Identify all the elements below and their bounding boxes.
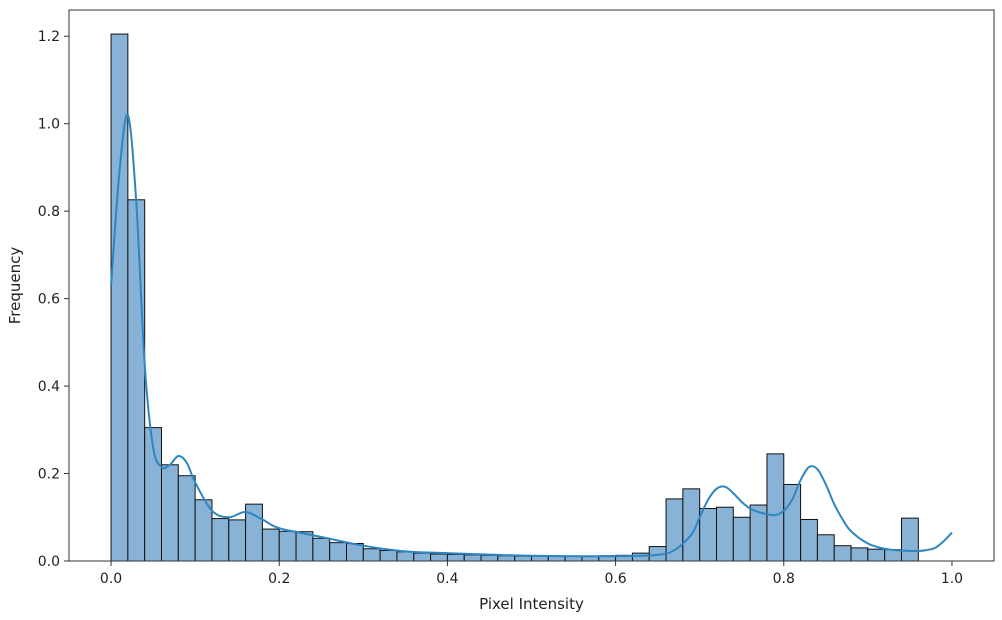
histogram-bar [177, 475, 196, 562]
histogram-bar [766, 453, 785, 562]
histogram-bar [901, 517, 919, 562]
histogram-bar [261, 528, 280, 562]
histogram-bar [816, 534, 835, 562]
histogram-bar [463, 554, 482, 562]
plot-frame [68, 9, 995, 562]
x-tick-label: 0.8 [773, 571, 795, 587]
histogram-bar [228, 519, 247, 562]
histogram-bar [396, 551, 415, 562]
histogram-bar [800, 518, 818, 562]
y-tick-label: 0.8 [38, 204, 60, 220]
bars-group [110, 33, 919, 562]
y-tick-label: 0.4 [38, 379, 60, 395]
histogram-bar [833, 545, 852, 562]
histogram-bar [699, 508, 718, 562]
histogram-bar [480, 554, 499, 562]
kde-line [110, 113, 953, 558]
y-tick-label: 1.0 [38, 117, 60, 133]
histogram-bar [211, 518, 230, 562]
y-tick-label: 0.2 [38, 467, 60, 483]
histogram-bar [446, 553, 465, 562]
histogram-bar [329, 542, 348, 562]
x-tick-label: 0.6 [604, 571, 626, 587]
histogram-bar [850, 547, 869, 562]
y-tick-label: 1.2 [38, 29, 60, 45]
histogram-bar [295, 531, 314, 562]
histogram-bar [783, 483, 802, 562]
x-tick-label: 1.0 [941, 571, 963, 587]
y-tick-label: 0.6 [38, 292, 60, 308]
histogram-bar [631, 552, 650, 562]
histogram-bar [278, 530, 297, 562]
histogram-bar [732, 516, 751, 562]
histogram-bar [867, 548, 886, 562]
histogram-bar [716, 506, 734, 562]
histogram-bar [413, 552, 432, 562]
y-tick-label: 0.0 [38, 554, 60, 570]
x-tick-label: 0.4 [436, 571, 458, 587]
histogram-bar [161, 464, 179, 562]
histogram-bar [430, 553, 448, 562]
x-tick-label: 0.0 [100, 571, 122, 587]
histogram-bar [312, 537, 331, 562]
y-axis-label: Frequency [6, 247, 24, 325]
histogram-bar [127, 199, 146, 562]
x-axis-ticks: 0.0 0.2 0.4 0.6 0.8 1.0 [100, 561, 963, 587]
histogram-bar [497, 555, 516, 562]
y-axis-ticks: 0.0 0.2 0.4 0.6 0.8 1.0 1.2 [38, 29, 69, 570]
x-axis-label: Pixel Intensity [479, 595, 584, 613]
histogram-bar [665, 498, 684, 562]
histogram-bar [362, 548, 381, 562]
histogram-bar [514, 555, 533, 562]
histogram-bar [110, 33, 129, 562]
x-tick-label: 0.2 [268, 571, 290, 587]
histogram-bar [379, 550, 398, 562]
